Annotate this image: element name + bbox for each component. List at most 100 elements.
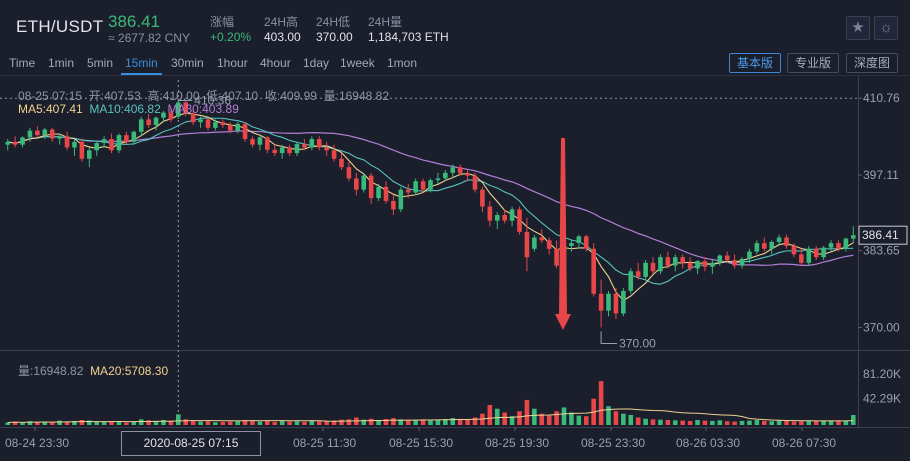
candle-body xyxy=(717,255,723,263)
candle-body xyxy=(138,119,144,132)
candle-body xyxy=(480,189,485,207)
candle-body xyxy=(680,257,685,263)
candle-body xyxy=(643,262,648,277)
volume-bar xyxy=(64,421,70,425)
candle-body xyxy=(57,136,62,139)
volume-bar xyxy=(5,422,11,425)
volume-bar xyxy=(836,421,841,425)
volume-bar xyxy=(784,420,789,425)
volume-bar xyxy=(702,420,708,425)
stat-24h-high: 24H高 403.00 xyxy=(264,13,301,44)
pro-view-button[interactable]: 专业版 xyxy=(787,53,839,73)
candle-body xyxy=(613,293,619,314)
time-tick-label: 08-25 11:30 xyxy=(293,436,356,450)
volume-bar xyxy=(583,416,589,425)
volume-bar xyxy=(309,420,315,425)
volume-bar xyxy=(87,420,92,425)
candle-low: 低:407.10 xyxy=(206,89,259,103)
volume-bar xyxy=(131,421,137,425)
volume-bar xyxy=(279,420,285,425)
candle-body xyxy=(428,180,433,190)
tab-4hour[interactable]: 4hour xyxy=(260,56,291,70)
tab-30min[interactable]: 30min xyxy=(171,56,204,70)
volume-bar xyxy=(20,422,25,425)
volume-bar xyxy=(101,421,107,425)
stat-label: 24H高 xyxy=(264,15,299,29)
candle-body xyxy=(658,257,663,272)
tab-15min[interactable]: 15min xyxy=(121,56,162,75)
pair-name[interactable]: ETH/USDT xyxy=(16,17,104,36)
candle-high: 高:410.00 xyxy=(147,89,200,103)
candle-body xyxy=(569,243,574,246)
volume-bar xyxy=(524,399,530,425)
settings-sun-icon[interactable]: ☼ xyxy=(874,16,898,40)
candle-body xyxy=(799,254,804,263)
volume-bar xyxy=(257,421,263,425)
candle-body xyxy=(109,139,114,151)
volume-bar xyxy=(235,421,240,425)
volume-bar xyxy=(554,411,559,425)
tab-1day[interactable]: 1day xyxy=(303,56,330,70)
tab-1hour[interactable]: 1hour xyxy=(217,56,248,70)
candle-body xyxy=(354,178,359,190)
volume-bar xyxy=(606,406,611,425)
candle-body xyxy=(49,129,55,139)
volume-legend: 量:16948.82 MA20:5708.30 xyxy=(18,362,168,379)
volume-bar xyxy=(272,421,278,425)
volume-bar xyxy=(494,408,500,425)
ma30-line xyxy=(7,130,854,266)
stat-24h-low: 24H低 370.00 xyxy=(316,13,353,44)
volume-bar xyxy=(450,418,456,425)
candle-body xyxy=(279,147,285,154)
candle-body xyxy=(161,112,166,118)
basic-view-button[interactable]: 基本版 xyxy=(729,53,781,73)
candle-body xyxy=(672,257,678,266)
volume-bar xyxy=(546,415,552,425)
candle-body xyxy=(153,117,159,125)
tab-time[interactable]: Time xyxy=(9,56,36,70)
candle-body xyxy=(361,175,367,190)
volume-tick-label: 81.20K xyxy=(863,367,901,381)
volume-bar xyxy=(457,419,463,425)
tab-1min[interactable]: 1min xyxy=(48,56,75,70)
volume-bar xyxy=(124,422,129,425)
stat-label: 24H量 xyxy=(368,15,403,29)
time-tick-label: 08-25 23:30 xyxy=(581,436,645,450)
volume-bar xyxy=(383,419,389,425)
star-icon[interactable]: ★ xyxy=(846,16,870,40)
candle-body xyxy=(724,255,730,260)
volume-bar xyxy=(391,418,396,425)
tab-5min[interactable]: 5min xyxy=(87,56,114,70)
volume-bar xyxy=(791,421,797,425)
candle-body xyxy=(405,189,411,193)
candle-body xyxy=(628,271,634,291)
time-tick-label: 08-25 15:30 xyxy=(389,436,453,450)
candle-body xyxy=(287,147,292,154)
candle-body xyxy=(235,123,240,131)
candle-body xyxy=(72,141,77,148)
volume-bar xyxy=(168,421,174,425)
volume-bar xyxy=(732,421,737,425)
candle-body xyxy=(621,290,626,314)
volume-bar xyxy=(428,420,433,425)
tab-1week[interactable]: 1week xyxy=(340,56,375,70)
candle-body xyxy=(294,144,300,154)
candle-body xyxy=(176,102,181,117)
volume-bar xyxy=(72,420,77,425)
volume-bar xyxy=(695,419,700,425)
candle-body xyxy=(198,119,203,123)
time-tick-label: 08-24 23:30 xyxy=(5,436,69,450)
candle-body xyxy=(420,181,426,190)
volume-tick-label: 42.29K xyxy=(863,391,901,405)
volume-bar xyxy=(294,421,300,425)
volume-bar xyxy=(821,420,826,425)
tab-1mon[interactable]: 1mon xyxy=(387,56,418,70)
volume-bar xyxy=(502,412,507,425)
volume-ma20-line xyxy=(7,408,854,423)
price-tick-label: 397.11 xyxy=(863,168,899,182)
candle-body xyxy=(457,167,463,174)
candle-body xyxy=(754,243,760,252)
depth-chart-button[interactable]: 深度图 xyxy=(846,53,898,73)
volume-bar xyxy=(643,418,648,425)
